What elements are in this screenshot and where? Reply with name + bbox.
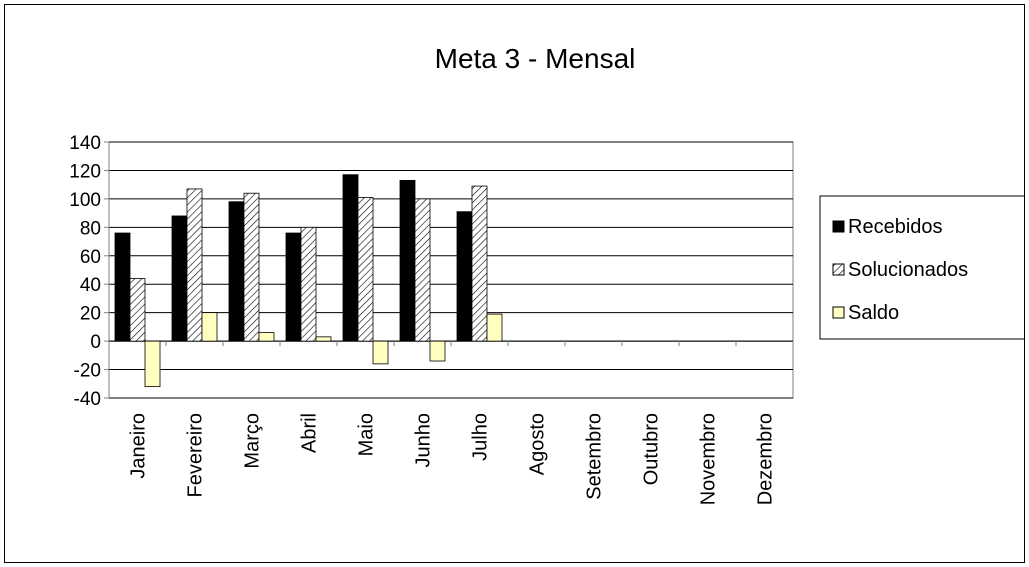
x-tick-label-novembro: Novembro: [698, 413, 720, 505]
bar-solucionados-junho: [415, 199, 430, 341]
x-tick-label-junho: Junho: [413, 413, 435, 468]
legend-label-solucionados: Solucionados: [848, 259, 968, 281]
y-tick-label-120: 120: [69, 161, 101, 182]
x-tick-label-abril: Abril: [299, 413, 321, 453]
plot-background: [109, 142, 793, 398]
x-tick-label-janeiro: Janeiro: [128, 413, 150, 479]
y-tick-label-100: 100: [69, 190, 101, 211]
bar-solucionados-marco: [244, 193, 259, 341]
legend: Recebidos Solucionados Saldo: [820, 196, 1024, 339]
chart-frame: Meta 3 - Mensal -40 -20 0 20 40 60 80 100 120 140…: [4, 4, 1025, 563]
x-tick-label-setembro: Setembro: [584, 413, 606, 500]
y-tick-label-20: 20: [80, 304, 101, 325]
y-tick-label-140: 140: [69, 133, 101, 154]
bar-solucionados-abril: [301, 227, 316, 341]
x-tick-label-maio: Maio: [356, 413, 378, 456]
x-tick-label-marco: Março: [242, 413, 264, 469]
bar-saldo-abril: [316, 337, 331, 341]
legend-label-recebidos: Recebidos: [848, 216, 943, 238]
plot-area: -40 -20 0 20 40 60 80 100 120 140 Janeiro Fevereiro…: [69, 133, 793, 505]
legend-label-saldo: Saldo: [848, 302, 899, 324]
bar-saldo-maio: [373, 341, 388, 364]
bar-saldo-junho: [430, 341, 445, 361]
bar-recebidos-marco: [229, 202, 244, 341]
bar-saldo-fevereiro: [202, 313, 217, 341]
bar-recebidos-janeiro: [115, 233, 130, 341]
bar-recebidos-abril: [286, 233, 301, 341]
y-tick-label--20: -20: [74, 361, 101, 382]
bar-solucionados-fevereiro: [187, 189, 202, 341]
y-tick-label-0: 0: [90, 332, 101, 353]
y-tick-label--40: -40: [74, 389, 101, 410]
bar-solucionados-janeiro: [130, 279, 145, 342]
x-tick-label-fevereiro: Fevereiro: [185, 413, 207, 497]
bar-recebidos-julho: [457, 212, 472, 341]
bar-recebidos-junho: [400, 180, 415, 341]
x-tick-label-agosto: Agosto: [527, 413, 549, 475]
bar-saldo-marco: [259, 333, 274, 342]
bar-saldo-julho: [487, 314, 502, 341]
y-tick-label-80: 80: [80, 218, 101, 239]
x-tick-label-outubro: Outubro: [641, 413, 663, 485]
x-tick-label-dezembro: Dezembro: [755, 413, 777, 505]
bar-recebidos-maio: [343, 175, 358, 341]
y-tick-label-40: 40: [80, 275, 101, 296]
chart-svg: Meta 3 - Mensal -40 -20 0 20 40 60 80 100 120 140…: [5, 5, 1024, 562]
legend-swatch-recebidos: [833, 221, 844, 232]
legend-swatch-solucionados: [833, 264, 844, 275]
bar-solucionados-julho: [472, 186, 487, 341]
y-tick-label-60: 60: [80, 247, 101, 268]
bar-solucionados-maio: [358, 197, 373, 341]
x-tick-label-julho: Julho: [470, 413, 492, 461]
chart-title: Meta 3 - Mensal: [435, 43, 636, 74]
bar-recebidos-fevereiro: [172, 216, 187, 341]
legend-swatch-saldo: [833, 307, 844, 318]
bar-saldo-janeiro: [145, 341, 160, 387]
